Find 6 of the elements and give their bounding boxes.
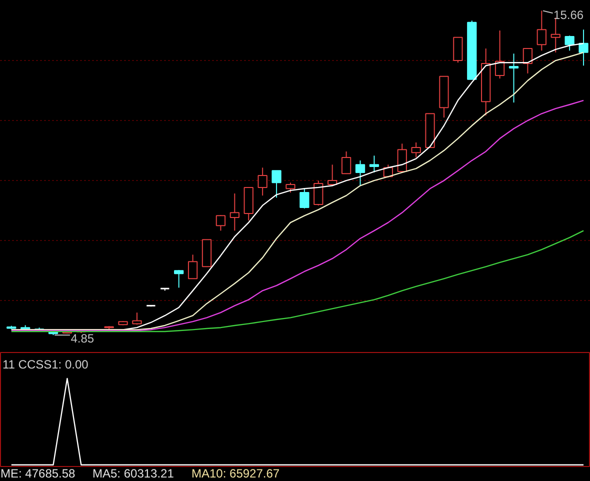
chart-title: 11 CCSS1: 0.00 bbox=[2, 358, 89, 372]
text: ME: 47685.58 bbox=[0, 466, 76, 480]
text: MA5: 60313.21 bbox=[92, 466, 174, 480]
text: MA10: 65927.67 bbox=[192, 466, 280, 480]
annotation: 15.66 bbox=[554, 8, 584, 22]
annotation: 4.85 bbox=[70, 332, 94, 346]
